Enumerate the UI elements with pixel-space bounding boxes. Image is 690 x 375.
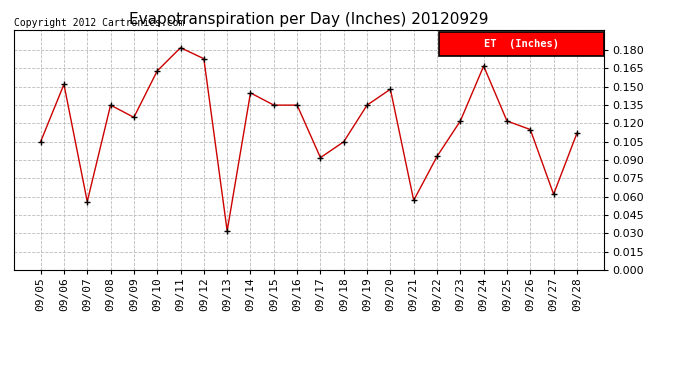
Text: Copyright 2012 Cartronics.com: Copyright 2012 Cartronics.com	[14, 18, 184, 28]
Text: ET  (Inches): ET (Inches)	[484, 39, 559, 50]
FancyBboxPatch shape	[439, 32, 604, 56]
Title: Evapotranspiration per Day (Inches) 20120929: Evapotranspiration per Day (Inches) 2012…	[129, 12, 489, 27]
